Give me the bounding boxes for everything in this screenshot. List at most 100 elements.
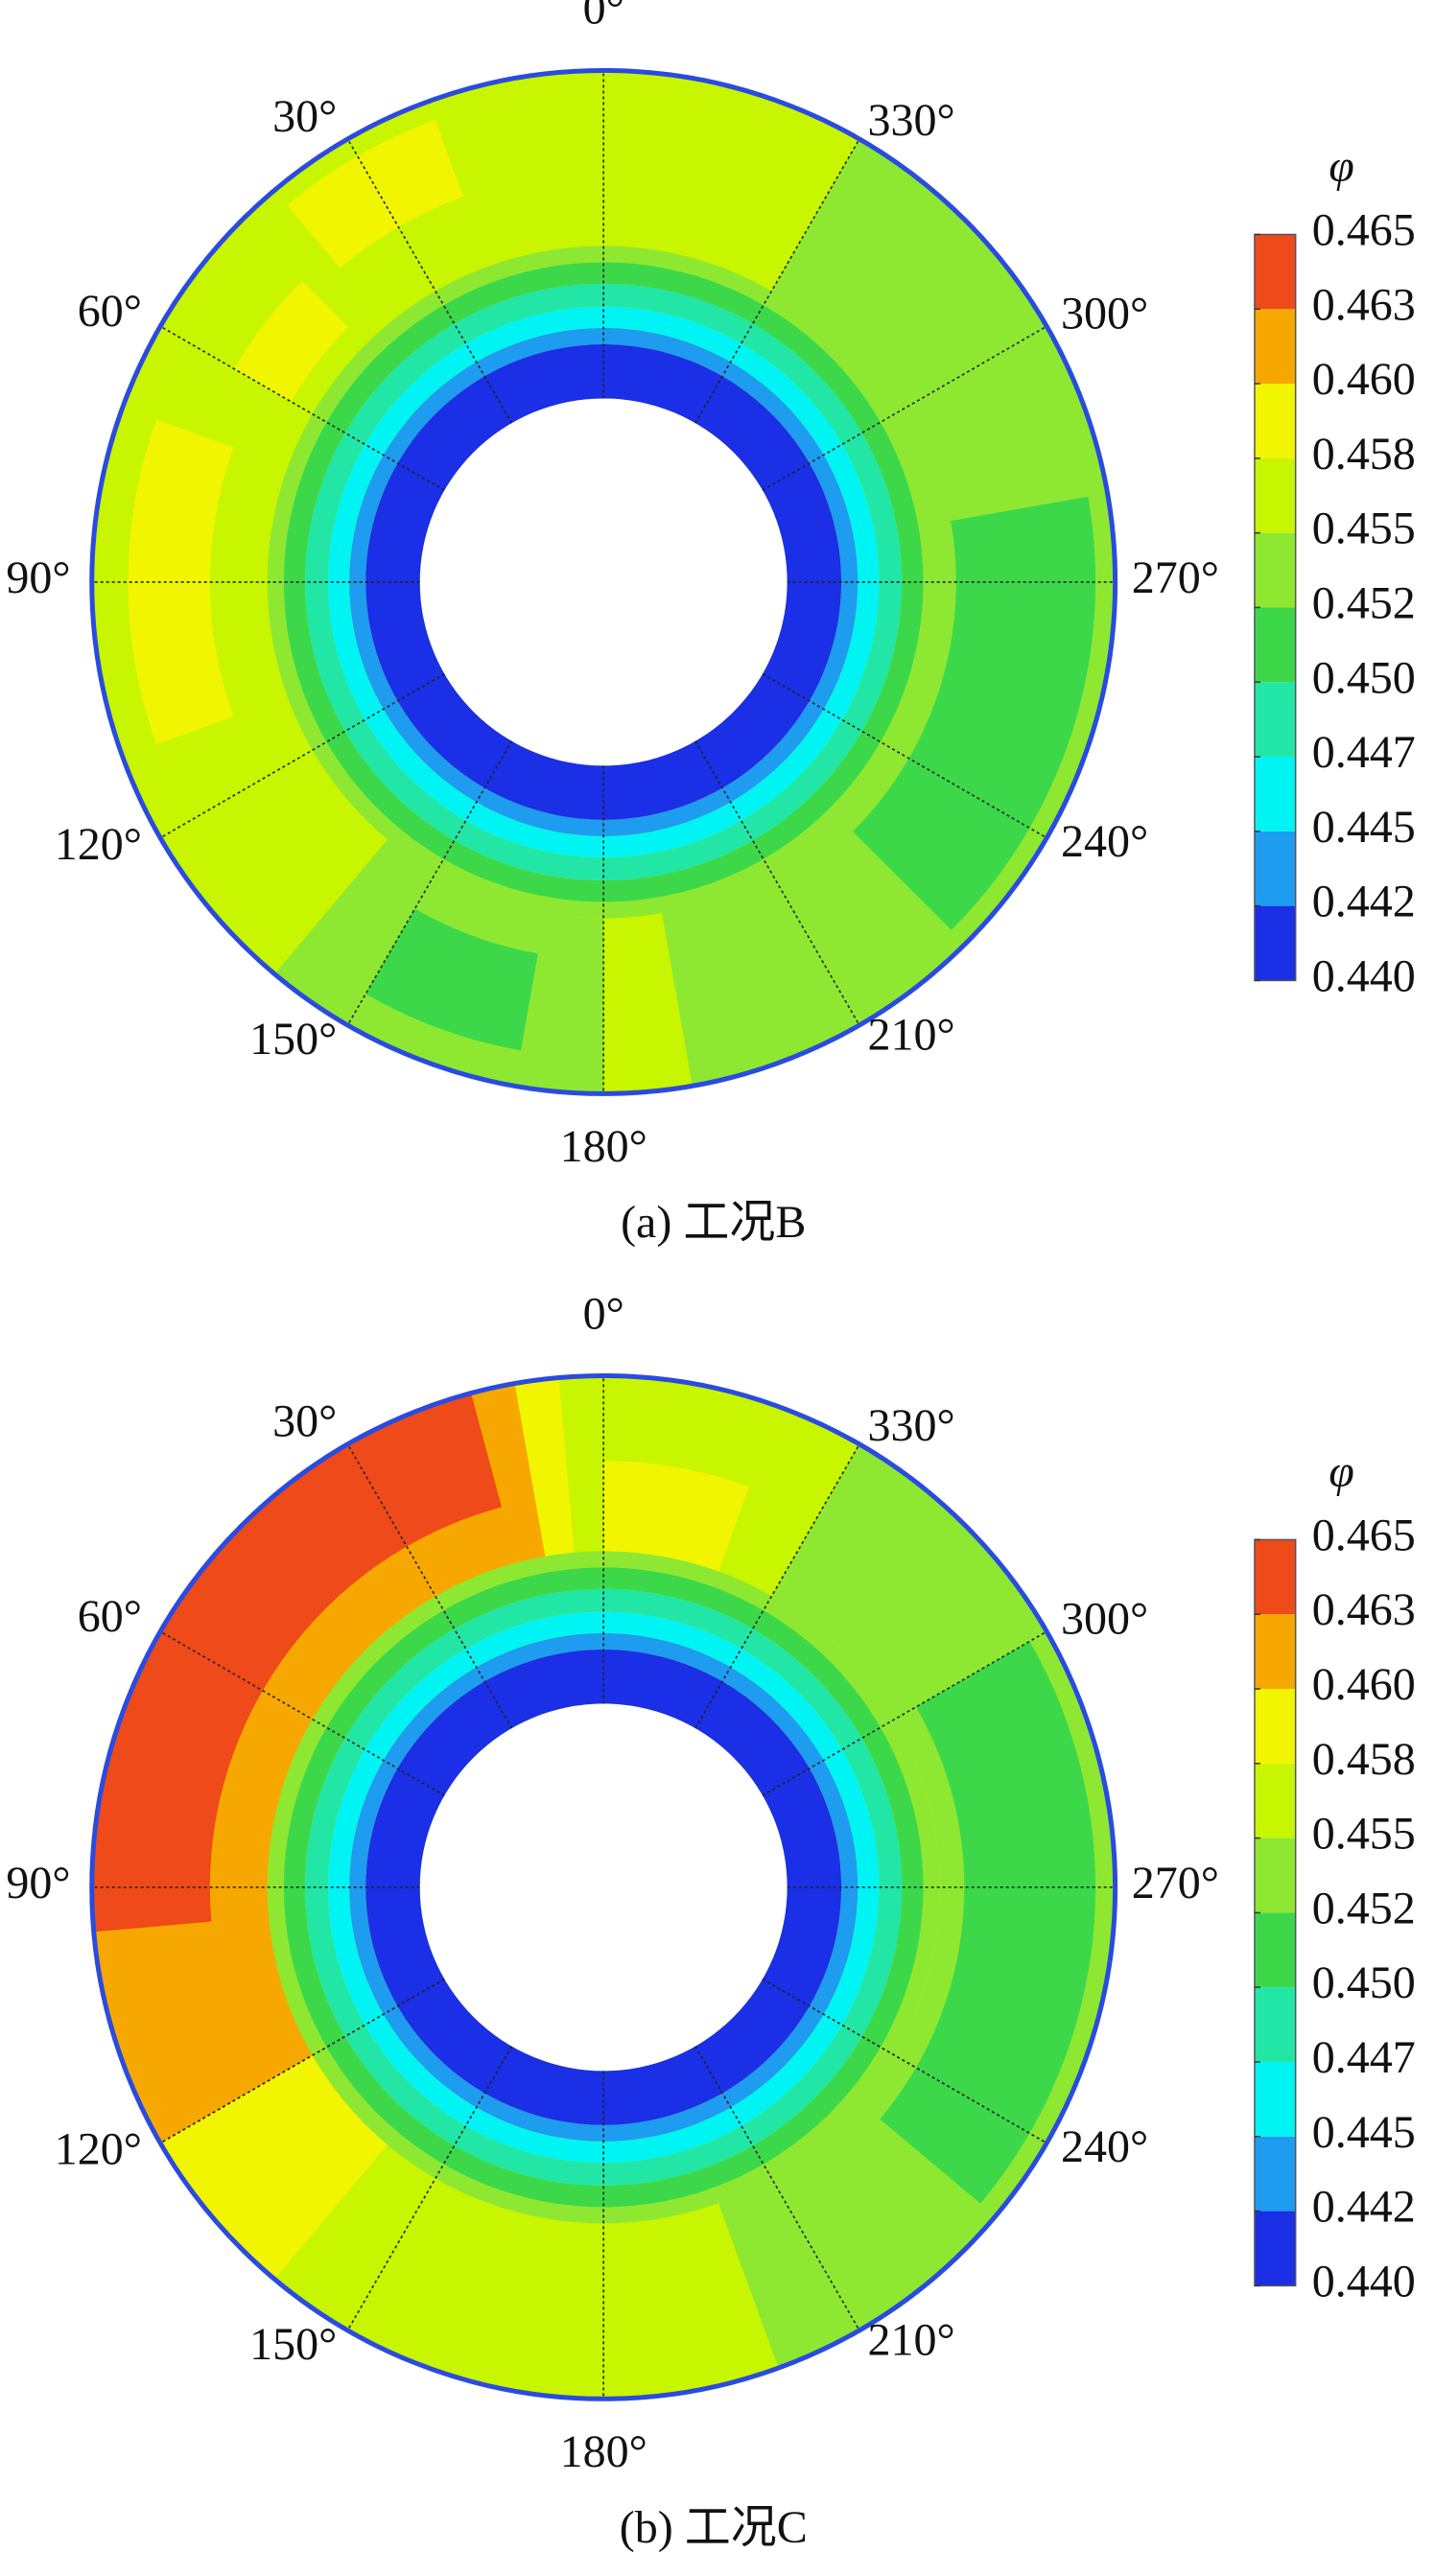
angle-tick-label: 300° [1061,289,1148,340]
radial-grid-line [762,1630,1047,1796]
contour-region [287,119,463,269]
angle-tick-label: 330° [867,95,954,146]
angle-tick-label: 240° [1061,816,1148,867]
colorbar-segment [1254,2061,1296,2137]
colorbar-segment [1254,1614,1296,1690]
colorbar-segment [1254,1689,1296,1764]
radial-grid-line [694,740,860,1026]
colorbar-tick-label: 0.460 [1312,1659,1416,1710]
caption: (b) 工况C [620,2502,808,2553]
contour-region [128,419,234,745]
colorbar-tick-label: 0.465 [1312,1510,1416,1560]
angle-tick-label: 90° [6,1858,70,1909]
radial-grid-line [694,2046,860,2331]
contour-region [880,1641,1096,2204]
colorbar-tick-label: 0.458 [1312,429,1416,480]
radial-grid-line [159,325,445,491]
radial-grid-line [346,138,513,424]
polar-contour-panel: 0° 30° 60° 90° 120° 150° 180° 210° 240° 270° 300° 3… [6,1289,1415,2553]
colorbar-segment [1254,2136,1296,2212]
angle-tick-label: 150° [249,1014,337,1065]
colorbar-tick-label: 0.455 [1312,1809,1416,1860]
contour-region [349,1632,859,2142]
radial-grid-line [762,1978,1047,2144]
radial-grid-line [762,672,1047,839]
angle-tick-label: 150° [249,2319,337,2370]
colorbar-tick-label: 0.440 [1312,2256,1416,2307]
colorbar-segment [1254,309,1296,385]
contour-region [365,908,538,1051]
colorbar-segment [1254,905,1296,981]
angle-tick-label: 0° [583,0,624,35]
polar-contour-panel: 0° 30° 60° 90° 120° 150° 180° 210° 240° 270° 300° 3… [6,0,1415,1248]
contour-region [365,1649,842,2125]
colorbar-tick-label: 0.460 [1312,354,1416,405]
radial-grid-line [346,740,513,1026]
colorbar-segment [1254,757,1296,831]
colorbar-segment [1254,384,1296,458]
colorbar-tick-label: 0.442 [1312,877,1416,927]
colorbar-segment [1254,234,1296,310]
colorbar-segment [1254,1763,1296,1838]
colorbar-tick-label: 0.452 [1312,1883,1416,1933]
colorbar-tick-label: 0.458 [1312,1734,1416,1785]
colorbar-label: φ [1329,1446,1354,1497]
angle-tick-label: 120° [55,819,142,870]
colorbar-segment [1254,607,1296,683]
colorbar-tick-label: 0.445 [1312,2107,1416,2158]
angle-tick-label: 90° [6,552,70,603]
radial-grid-line [159,1978,445,2144]
colorbar-segment [1254,457,1296,533]
colorbar-tick-label: 0.450 [1312,1957,1416,2008]
colorbar-tick-label: 0.440 [1312,950,1416,1001]
colorbar-segment [1254,532,1296,608]
angle-tick-label: 180° [560,2426,647,2477]
radial-grid-line [346,1443,513,1729]
colorbar-segment [1254,1838,1296,1913]
angle-tick-label: 30° [272,91,337,142]
radial-grid-line [694,1443,860,1729]
colorbar-tick-label: 0.465 [1312,205,1416,256]
colorbar-tick-label: 0.447 [1312,2032,1416,2083]
angle-tick-label: 60° [78,1591,142,1642]
angle-tick-label: 210° [867,2315,954,2366]
contour-region [853,496,1096,930]
angle-tick-label: 180° [560,1121,647,1172]
outer-boundary [89,68,1118,1096]
angle-tick-label: 0° [583,1289,624,1340]
colorbar-tick-label: 0.463 [1312,279,1416,330]
angle-tick-label: 270° [1132,552,1219,603]
colorbar-segment [1254,1987,1296,2062]
angle-tick-label: 270° [1132,1858,1219,1909]
colorbar-tick-label: 0.450 [1312,652,1416,703]
angle-tick-label: 330° [867,1400,954,1451]
angle-tick-label: 120° [55,2124,142,2175]
colorbar-segment [1254,2211,1296,2286]
contour-region [234,280,349,402]
radial-grid-line [694,138,860,424]
angle-tick-label: 240° [1061,2121,1148,2172]
radial-grid-line [346,2046,513,2331]
colorbar-tick-label: 0.447 [1312,727,1416,778]
contour-region [91,1393,502,1932]
radial-grid-line [762,325,1047,491]
colorbar-segment [1254,1912,1296,1988]
colorbar-segment [1254,682,1296,758]
contour-region [603,1461,750,1580]
colorbar-tick-label: 0.463 [1312,1584,1416,1635]
angle-tick-label: 30° [272,1396,337,1447]
colorbar-label: φ [1329,141,1354,192]
radial-grid-line [159,1630,445,1796]
outer-boundary [89,1372,1118,2401]
colorbar-tick-label: 0.445 [1312,802,1416,853]
colorbar-segment [1254,831,1296,906]
colorbar-tick-label: 0.442 [1312,2182,1416,2233]
colorbar-segment [1254,1539,1296,1615]
angle-tick-label: 60° [78,286,142,337]
angle-tick-label: 210° [867,1010,954,1061]
radial-grid-line [159,672,445,839]
angle-tick-label: 300° [1061,1594,1148,1645]
colorbar-tick-label: 0.452 [1312,577,1416,628]
